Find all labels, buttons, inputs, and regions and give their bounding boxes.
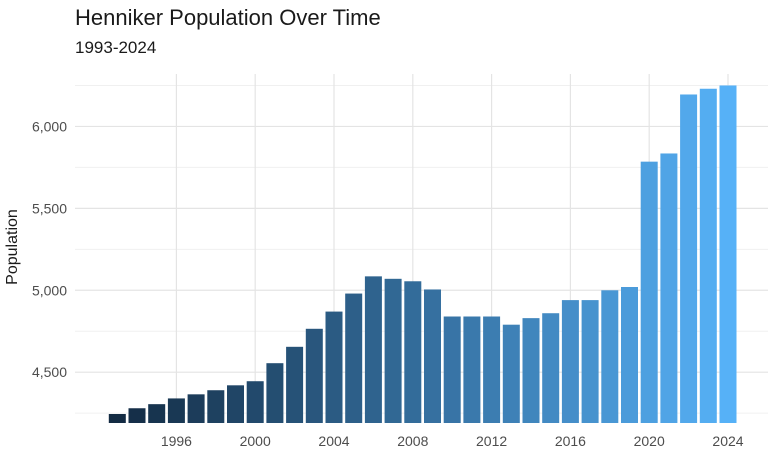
y-tick-label: 6,000	[32, 118, 67, 134]
bar-2019	[621, 287, 638, 423]
bar-2008	[404, 281, 422, 423]
bar-2018	[601, 290, 619, 423]
bar-2014	[522, 318, 540, 423]
bar-2013	[502, 324, 520, 423]
x-tick-label: 2008	[397, 433, 428, 449]
bar-2023	[699, 88, 717, 423]
x-tick-label: 1996	[161, 433, 192, 449]
x-tick-label: 2024	[712, 433, 743, 449]
bars	[108, 85, 737, 423]
x-tick-label: 2000	[240, 433, 271, 449]
bar-2016	[561, 300, 579, 423]
bar-2005	[345, 293, 363, 423]
x-tick-label: 2004	[318, 433, 349, 449]
x-tick-labels: 1996 2000 2004 2008 2012 2016 2020 2024	[161, 433, 744, 449]
chart-subtitle: 1993-2024	[75, 38, 157, 57]
bar-1995	[148, 404, 166, 423]
y-tick-label: 4,500	[32, 364, 67, 380]
bar-1999	[227, 385, 244, 423]
bar-2021	[660, 153, 678, 423]
bar-1994	[128, 408, 146, 423]
bar-2003	[305, 328, 323, 423]
bar-2006	[364, 276, 382, 423]
bar-2009	[424, 289, 441, 423]
bar-1996	[167, 398, 185, 423]
chart-title: Henniker Population Over Time	[75, 5, 381, 30]
x-tick-label: 2012	[476, 433, 507, 449]
bar-1997	[187, 394, 205, 423]
y-tick-labels: 4,500 5,000 5,500 6,000	[32, 118, 67, 380]
bar-2000	[246, 381, 264, 423]
bar-2020	[640, 161, 658, 423]
bar-2001	[266, 363, 284, 423]
x-tick-label: 2016	[555, 433, 586, 449]
bar-2022	[680, 94, 698, 423]
bar-2015	[542, 313, 560, 423]
bar-2002	[286, 346, 304, 423]
bar-2024	[719, 85, 737, 423]
bar-2017	[581, 300, 599, 423]
bar-1993	[108, 413, 126, 423]
y-tick-label: 5,000	[32, 282, 67, 298]
bar-2011	[463, 316, 481, 423]
y-tick-label: 5,500	[32, 200, 67, 216]
bar-1998	[207, 390, 225, 423]
bar-2004	[325, 311, 343, 423]
bar-2007	[384, 278, 402, 423]
bar-2012	[483, 316, 501, 423]
x-tick-label: 2020	[634, 433, 665, 449]
bar-2010	[443, 316, 461, 423]
y-axis-title: Population	[4, 209, 21, 285]
